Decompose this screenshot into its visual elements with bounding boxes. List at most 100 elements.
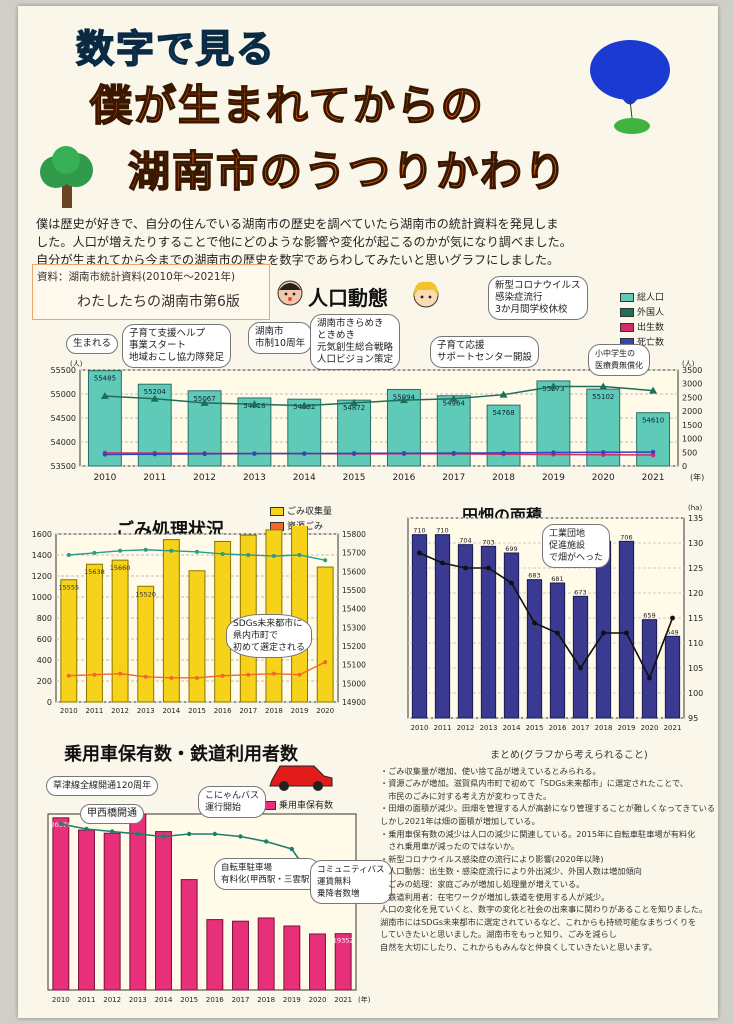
chart-4-bar <box>257 917 275 991</box>
chart-3-point <box>417 550 422 556</box>
chart-3-point <box>555 630 560 636</box>
chart-1-title: 人口動態 <box>308 286 388 310</box>
chart-3-y2tick-label: 110 <box>688 639 703 648</box>
chart-1-xtick-label: 2019 <box>542 473 565 483</box>
chart-2-bar <box>214 540 232 703</box>
chart-2-ytick-label: 1400 <box>32 551 52 560</box>
chart-3-bar <box>549 582 566 719</box>
chart-1-legend-swatch <box>620 323 634 332</box>
face-boy-icon <box>277 280 303 306</box>
chart-2-bar-label: 15638 <box>84 568 105 576</box>
source-box: 資料：湖南市統計資料(2010年〜2021年) わたしたちの湖南市第6版 <box>32 264 270 320</box>
chart-2-legend-item: ごみ収集量 <box>270 504 332 517</box>
chart-4-note-1: 甲西橋開通 <box>80 804 144 824</box>
chart-3-xtick-label: 2017 <box>572 724 590 732</box>
chart-2-legend-label: ごみ収集量 <box>287 507 333 517</box>
chart-3-bar-label: 681 <box>551 575 563 583</box>
summary-line: ・資源ごみが増加。滋賀県内市町で初めて「SDGs未来都市」に選定されたことで、 <box>380 778 689 789</box>
chart-1-note-4: 子育て応援 サポートセンター開設 <box>430 336 540 368</box>
chart-2-ytick-label: 1600 <box>32 530 52 539</box>
chart-1-note-1: 子育て支援ヘルプ 事業スタート 地域おこし協力隊発足 <box>122 324 232 368</box>
chart-4-cars-rail: 2007619352201020112012201320142015201620… <box>47 813 371 1004</box>
chart-1-bar-label: 55485 <box>94 375 116 383</box>
chart-3-bar-label: 710 <box>413 527 425 535</box>
chart-2-point-1 <box>169 675 174 680</box>
chart-3-bar-label: 673 <box>574 588 586 596</box>
chart-1-point-1 <box>200 398 209 406</box>
chart-1-legend-label: 出生数 <box>637 323 665 333</box>
chart-2-ytick-label: 600 <box>37 635 52 644</box>
chart-2-point-1 <box>143 674 148 679</box>
chart-4-bar <box>206 919 224 991</box>
chart-1-line-1 <box>104 385 654 407</box>
chart-1-line-3 <box>104 451 654 456</box>
chart-2-point-2 <box>246 553 251 557</box>
chart-1-bar-total <box>87 370 122 467</box>
chart-4-xtick-label: 2012 <box>103 996 121 1004</box>
chart-4-x-unit: (年) <box>358 995 371 1004</box>
chart-2-point-2 <box>169 548 174 553</box>
chart-2-xtick-label: 2019 <box>291 707 309 715</box>
chart-3-bar-label: 704 <box>459 537 471 545</box>
chart-3-xtick-label: 2021 <box>664 724 682 732</box>
chart-1-x-unit: (年) <box>690 472 704 482</box>
chart-2-bar <box>316 566 334 703</box>
chart-1-xtick-label: 2015 <box>343 473 366 483</box>
chart-4-line <box>60 823 344 895</box>
chart-1-ytick-label: 54500 <box>51 414 76 423</box>
chart-3-xtick-label: 2015 <box>526 724 544 732</box>
chart-1-xtick-label: 2013 <box>243 473 266 483</box>
chart-1-legend: 総人口 外国人 出生数 死亡数 <box>620 290 664 350</box>
chart-4-legend-label: 乗用車保有数 <box>279 801 334 811</box>
chart-3-xtick-label: 2020 <box>641 724 659 732</box>
chart-3-xtick-label: 2012 <box>457 724 475 732</box>
chart-3-xtick-label: 2011 <box>434 724 452 732</box>
chart-2-ytick-label: 0 <box>47 698 52 707</box>
chart-2-point-2 <box>118 548 123 553</box>
chart-2-point-1 <box>246 672 251 677</box>
summary-line: 鉄道利用者：在宅ワークが増加し鉄道を使用する人が減少。 <box>380 891 610 902</box>
chart-1-bar-label: 54872 <box>343 404 365 412</box>
chart-4-bar <box>155 831 172 991</box>
summary-line: ・田畑の面積が減少。田畑を管理する人が高齢になり管理することが難しくなってきてい… <box>380 803 714 814</box>
chart-4-point <box>161 834 166 839</box>
chart-1-point-3 <box>302 451 307 456</box>
chart-2-xtick-label: 2014 <box>162 707 180 715</box>
chart-1-point-1 <box>250 400 259 408</box>
chart-1-legend-swatch <box>620 293 634 302</box>
chart-2-point-2 <box>92 550 97 555</box>
chart-4-point <box>289 846 295 852</box>
chart-3-point <box>532 620 537 626</box>
chart-1-legend-swatch <box>620 308 634 317</box>
chart-1-note-0: 生まれる <box>66 334 119 354</box>
chart-4-title: 乗用車保有数・鉄道利用者数 <box>64 744 298 765</box>
chart-2-point-1 <box>66 673 71 678</box>
chart-4-bar <box>78 829 95 991</box>
summary-line: ・乗用車保有数の減少は人口の減少に関連している。2015年に自転車駐車場が有料化 <box>380 828 696 839</box>
chart-3-xtick-label: 2018 <box>595 724 613 732</box>
chart-3-bar <box>503 552 520 719</box>
chart-1-y2-unit: (人) <box>682 360 695 368</box>
chart-4-bar <box>309 933 326 991</box>
summary-line: 人口の変化を見ていくと、数字の変化と社会の出来事に関わりがあることを知りました。 <box>380 904 708 915</box>
chart-1-legend-item: 外国人 <box>620 305 664 318</box>
chart-4-xtick-label: 2020 <box>309 996 327 1004</box>
chart-3-bar <box>526 579 543 719</box>
chart-1-point-3 <box>252 451 257 456</box>
chart-1-xtick-label: 2018 <box>492 473 515 483</box>
title-line-3: 湖南市のうつりかわり <box>127 146 569 197</box>
chart-1-legend-item: 総人口 <box>620 290 664 303</box>
chart-1-point-1 <box>350 398 359 406</box>
chart-1-xtick-label: 2017 <box>442 473 465 483</box>
chart-1-point-3 <box>102 452 108 457</box>
chart-2-y2tick-label: 14900 <box>342 698 366 707</box>
chart-2-xtick-label: 2018 <box>265 707 283 715</box>
chart-3-bar-label: 649 <box>666 628 678 636</box>
chart-4-point <box>186 831 192 837</box>
chart-1-bar-total <box>337 399 372 467</box>
chart-1-point-1 <box>150 394 159 402</box>
chart-4-xtick-label: 2015 <box>180 996 198 1004</box>
chart-3-y2tick-label: 105 <box>688 664 703 673</box>
chart-3-note-0: 工業団地 促進施設 で畑がへった <box>542 524 611 568</box>
chart-3-bar <box>434 534 451 719</box>
